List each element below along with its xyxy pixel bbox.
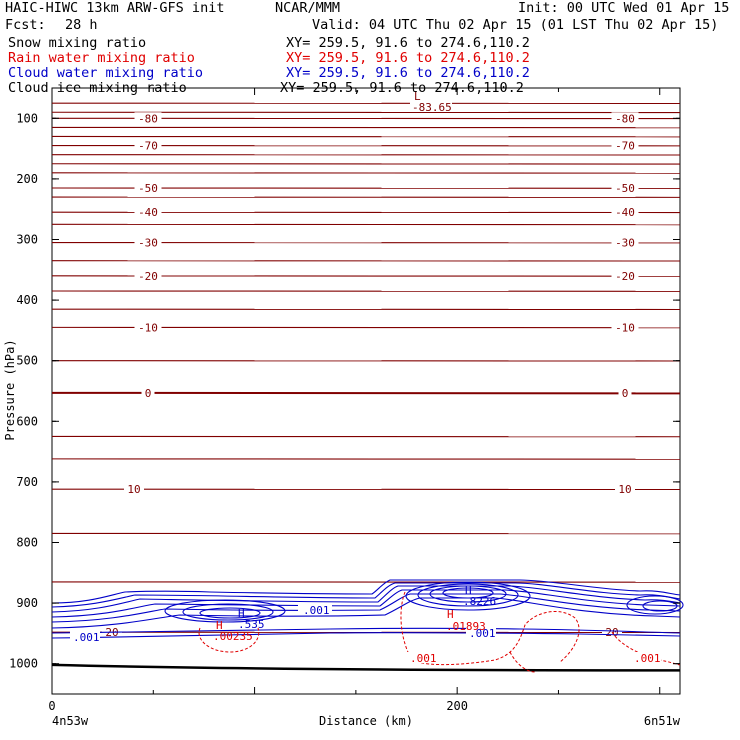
cloud-water-contour — [642, 600, 678, 612]
cloud-water-contour — [182, 603, 274, 621]
y-tick-label: 400 — [16, 293, 38, 307]
cloud-water-contour — [405, 581, 531, 611]
cloud-water-contour — [51, 597, 681, 629]
field-name-rain: Rain water mixing ratio — [8, 50, 195, 66]
temperature-label: -50 — [138, 182, 158, 195]
cloud-water-contours — [51, 579, 684, 639]
cloud-water-contour — [51, 593, 681, 623]
cloud-water-label: .001 — [73, 631, 100, 644]
temperature-label: -70 — [138, 140, 158, 153]
temp-minimum-label: -83.65 — [412, 101, 452, 114]
rain-max-label: .00235 — [213, 630, 253, 643]
rain-water-label: .001 — [410, 652, 437, 665]
contour-labels: .001 .001 .001 H .8226 H .535 H .00235 H… — [70, 90, 661, 665]
x-tick-label: 200 — [446, 699, 468, 713]
field-xy-rain: XY= 259.5, 91.6 to 274.6,110.2 — [286, 50, 530, 66]
y-tick-label: 200 — [16, 172, 38, 186]
temperature-label: -80 — [615, 112, 635, 125]
temperature-label: 0 — [145, 387, 152, 400]
cloud-water-secondary-label: .535 — [238, 618, 265, 631]
rain-max-label: .01893 — [446, 620, 486, 633]
cloud-water-max-marker: H — [465, 584, 472, 597]
temperature-label: -40 — [615, 206, 635, 219]
cloud-water-secondary-marker: H — [238, 607, 245, 620]
model-title: HAIC-HIWC 13km ARW-GFS init — [5, 0, 225, 16]
field-xy-cloud-water: XY= 259.5, 91.6 to 274.6,110.2 — [286, 65, 530, 81]
valid-time: Valid: 04 UTC Thu 02 Apr 15 (01 LST Thu … — [312, 17, 719, 33]
surface-line — [51, 663, 681, 672]
y-tick-label: 1000 — [9, 657, 38, 671]
y-tick-label: 100 — [16, 111, 38, 125]
field-name-cloud-water: Cloud water mixing ratio — [8, 65, 204, 81]
cloud-water-label: .001 — [303, 604, 330, 617]
temperature-label: -80 — [138, 112, 158, 125]
field-xy-snow: XY= 259.5, 91.6 to 274.6,110.2 — [286, 35, 530, 51]
temperature-label: -10 — [615, 321, 635, 334]
cloud-water-contour — [417, 583, 519, 607]
temperature-label: -30 — [138, 237, 158, 250]
temperature-contours: -80 -80 -70 -70 -50 -50 -40 -40 -30 -30 -20 -20 -10 -… — [51, 102, 681, 672]
cloud-water-contour — [626, 595, 684, 615]
rain-water-contour — [509, 651, 536, 673]
cloud-water-contour — [164, 599, 286, 623]
temperature-label: -20 — [615, 270, 635, 283]
temp-minimum-marker: L — [414, 90, 421, 103]
cloud-water-contour — [51, 582, 681, 608]
temperature-label: 10 — [127, 483, 140, 496]
cloud-water-contour — [442, 587, 494, 599]
y-tick-label: 900 — [16, 596, 38, 610]
org-label: NCAR/MMM — [275, 0, 341, 16]
cloud-water-contour — [51, 579, 681, 604]
cloud-water-contour — [51, 585, 681, 613]
x-tick-label: 0 — [48, 699, 55, 713]
temperature-label: 0 — [622, 387, 629, 400]
rain-water-label: .001 — [634, 652, 661, 665]
y-tick-label: 500 — [16, 354, 38, 368]
plot-frame — [51, 87, 681, 695]
y-axis-title: Pressure (hPa) — [3, 339, 17, 440]
fcst-label: Fcst: — [5, 17, 46, 33]
field-name-cloud-ice: Cloud ice mixing ratio — [8, 80, 187, 96]
cloud-water-contour — [51, 632, 681, 639]
y-tick-label: 300 — [16, 233, 38, 247]
y-tick-label: 700 — [16, 475, 38, 489]
cloud-water-label: .001 — [469, 627, 496, 640]
x-axis-title: Distance (km) — [319, 714, 413, 728]
cloud-water-contour — [429, 585, 507, 603]
y-tick-label: 600 — [16, 414, 38, 428]
temperature-label: -50 — [615, 182, 635, 195]
temperature-contour — [51, 391, 681, 395]
field-xy-cloud-ice: XY= 259.5, 91.6 to 274.6,110.2 — [280, 80, 524, 96]
y-tick-label: 800 — [16, 536, 38, 550]
temperature-label: -20 — [138, 270, 158, 283]
x-end-left: 4n53w — [52, 714, 89, 728]
cloud-water-contour — [199, 607, 261, 619]
cloud-water-contour — [51, 627, 681, 634]
cloud-water-contour — [51, 589, 681, 618]
x-end-right: 6n51w — [644, 714, 681, 728]
temperature-label: -30 — [615, 237, 635, 250]
temperature-label: -10 — [138, 321, 158, 334]
temperature-label: -70 — [615, 140, 635, 153]
temperature-label: -40 — [138, 206, 158, 219]
field-name-snow: Snow mixing ratio — [8, 35, 147, 51]
cloud-water-max-label: .8226 — [463, 595, 496, 608]
rain-max-marker: H — [216, 619, 223, 632]
temperature-label: 10 — [618, 483, 631, 496]
rain-max-marker: H — [447, 608, 454, 621]
fcst-value: 28 h — [65, 17, 98, 33]
init-time: Init: 00 UTC Wed 01 Apr 15 — [518, 0, 730, 16]
rain-water-contour — [198, 627, 260, 653]
